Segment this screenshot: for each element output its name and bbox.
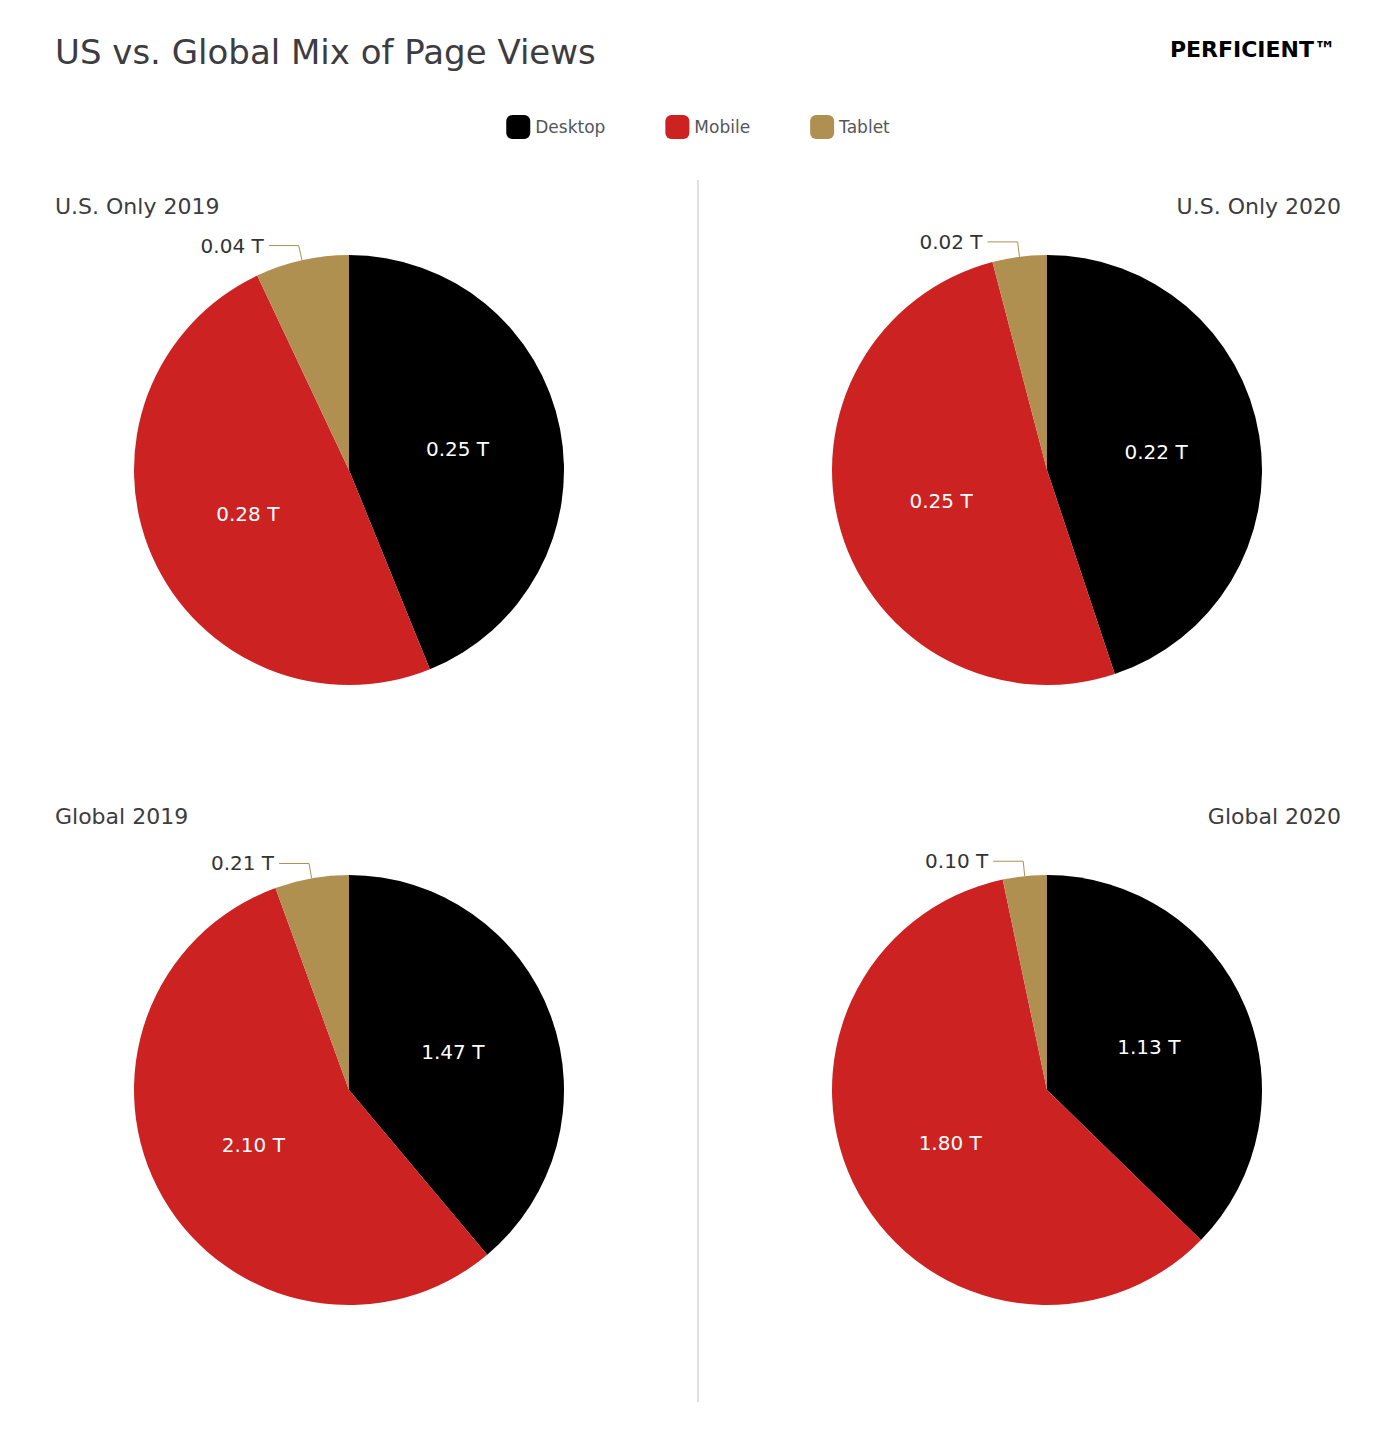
svg-text:0.22 T: 0.22 T [1125,440,1189,464]
svg-text:1.13 T: 1.13 T [1117,1035,1181,1059]
svg-text:1.47 T: 1.47 T [421,1040,485,1064]
svg-text:1.80 T: 1.80 T [919,1131,983,1155]
svg-text:Mobile: Mobile [694,117,750,137]
svg-text:0.04 T: 0.04 T [201,234,265,258]
svg-text:0.25 T: 0.25 T [426,437,490,461]
svg-text:US vs. Global Mix of Page View: US vs. Global Mix of Page Views [55,32,596,72]
svg-text:0.02 T: 0.02 T [919,230,983,254]
svg-text:0.25 T: 0.25 T [910,489,974,513]
svg-text:0.28 T: 0.28 T [216,502,280,526]
svg-text:U.S. Only 2019: U.S. Only 2019 [55,194,219,219]
svg-text:2.10 T: 2.10 T [222,1133,286,1157]
svg-text:PERFICIENT™: PERFICIENT™ [1170,37,1336,62]
svg-text:Global 2020: Global 2020 [1208,804,1341,829]
svg-text:Tablet: Tablet [838,117,890,137]
svg-text:U.S. Only 2020: U.S. Only 2020 [1177,194,1341,219]
svg-text:0.10 T: 0.10 T [925,849,989,873]
svg-text:0.21 T: 0.21 T [211,851,275,875]
svg-text:Global 2019: Global 2019 [55,804,188,829]
svg-text:Desktop: Desktop [535,117,605,137]
